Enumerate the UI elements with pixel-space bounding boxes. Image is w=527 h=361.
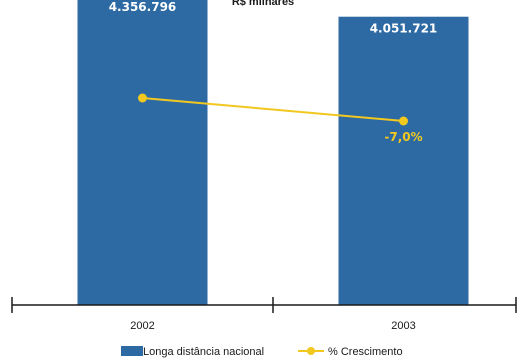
legend-swatch-bar xyxy=(121,346,143,356)
legend-label-bar: Longa distância nacional xyxy=(143,346,264,358)
legend-swatch-marker xyxy=(307,347,315,355)
x-tick-label-2002: 2002 xyxy=(130,320,154,332)
x-tick-label-2003: 2003 xyxy=(391,320,415,332)
bar-value-label-2002: 4.356.796 xyxy=(109,0,177,14)
chart-title: R$ milhares xyxy=(232,0,294,8)
growth-point-2003 xyxy=(399,116,408,126)
bar-2002 xyxy=(77,0,208,305)
legend: Longa distância nacional % Crescimento xyxy=(121,346,403,358)
bar-value-label-2003: 4.051.721 xyxy=(370,22,438,36)
bars-layer: 4.356.796 4.051.721 xyxy=(77,0,469,306)
growth-label-2003: -7,0% xyxy=(384,130,422,144)
x-ticks-layer: 2002 2003 xyxy=(11,297,517,332)
growth-line-layer: -7,0% xyxy=(138,93,423,144)
legend-label-line: % Crescimento xyxy=(328,346,403,358)
bar-2003 xyxy=(338,16,469,306)
growth-line xyxy=(142,97,404,122)
growth-point-2002 xyxy=(138,93,147,103)
